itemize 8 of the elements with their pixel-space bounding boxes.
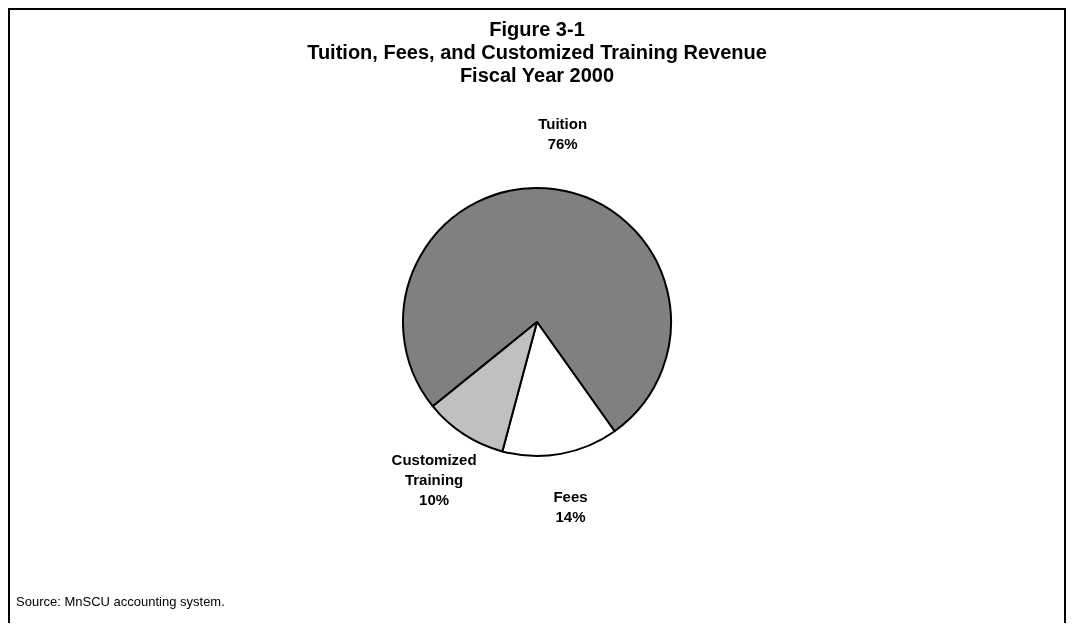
data-label: 76%	[547, 134, 578, 152]
data-label: 10%	[419, 490, 450, 508]
slice-label: Tuition	[538, 114, 588, 132]
chart-title: Figure 3-1 Tuition, Fees, and Customized Training Revenue Fiscal Year 2000	[306, 17, 768, 87]
data-label: 14%	[555, 508, 586, 526]
slice-label: Customized Training	[391, 450, 477, 488]
slice-label: Fees	[553, 488, 588, 506]
source-note: Source: MnSCU accounting system.	[16, 594, 225, 609]
